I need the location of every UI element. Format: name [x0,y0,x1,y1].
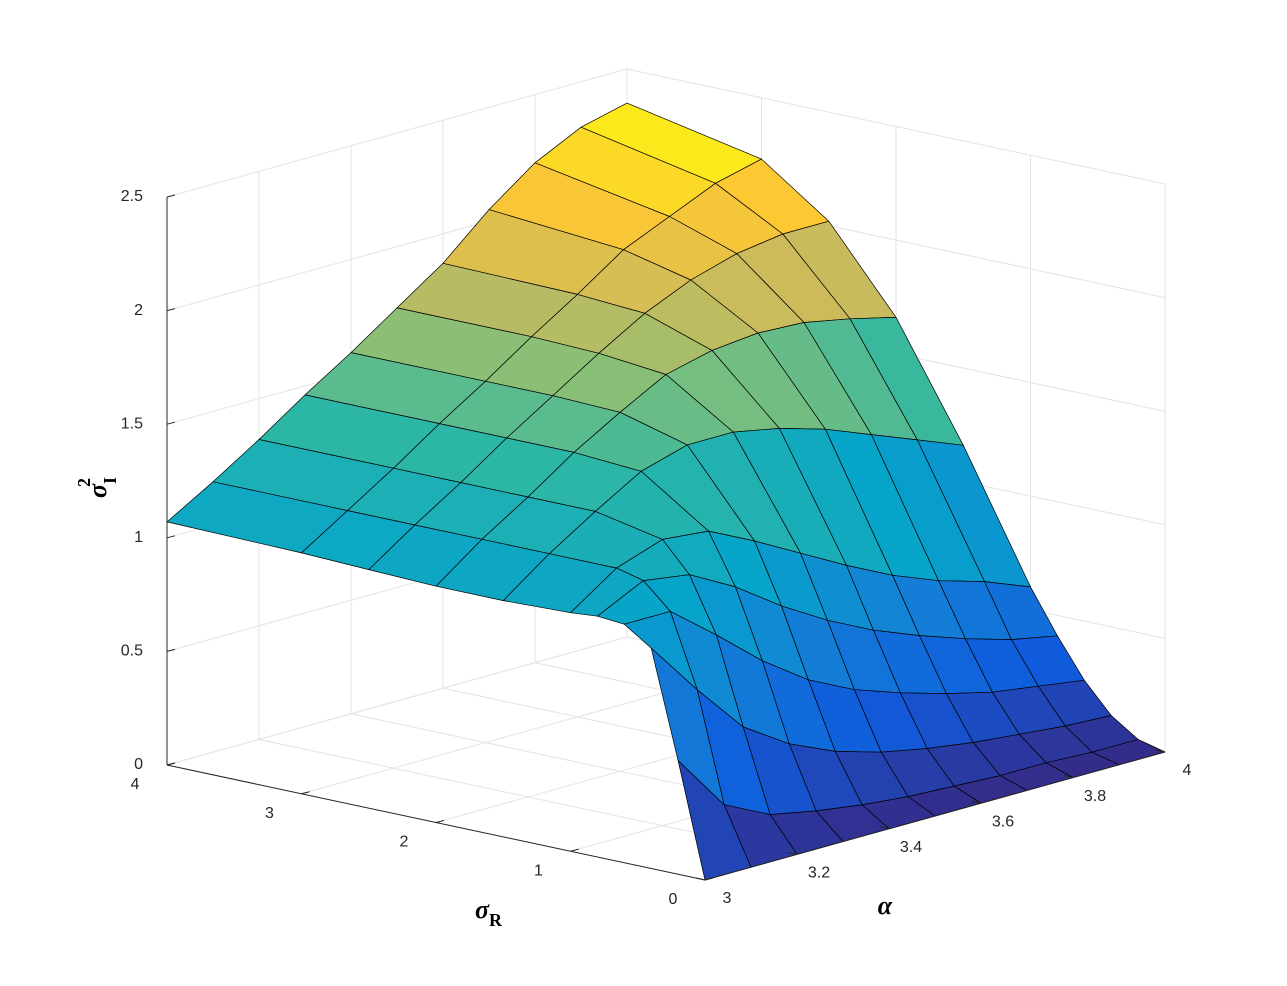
x-tick-label: 3.4 [900,839,922,856]
x-tick [1063,775,1074,779]
grid-line [166,636,628,766]
x-tick-label: 3.2 [808,865,830,882]
y-label-symbol: σ [475,895,490,924]
y-tick-label: 0 [669,891,678,908]
y-tick [435,820,445,823]
x-axis-label: α [878,891,893,920]
z-tick [166,535,176,539]
axes: 0 0.5 1 1.5 2 2.5 3 3.2 3.4 3.6 3.8 4 0 1 2 3 4 [121,188,1192,908]
y-tick [704,877,714,881]
z-tick-label: 0 [134,756,143,773]
y-tick-label: 4 [131,776,140,793]
z-label-superscript: 2 [74,478,94,487]
grid-line [166,68,628,198]
x-tick-label: 3.8 [1084,788,1106,805]
y-tick [166,762,176,766]
x-tick [1155,749,1166,753]
z-tick [166,421,176,425]
x-tick-label: 3 [723,890,732,907]
y-tick [570,848,579,852]
x-tick-label: 4 [1183,762,1192,779]
z-label-subscript: I [100,477,120,484]
z-tick [166,308,176,312]
x-axis-line [704,751,1166,881]
z-axis-label: σI2 [74,477,120,498]
x-tick-label: 3.6 [992,813,1014,830]
y-tick-label: 1 [534,862,543,879]
x-tick [971,800,982,804]
y-label-subscript: R [489,910,503,930]
y-tick-label: 2 [400,834,409,851]
z-tick-label: 1.5 [121,415,143,432]
z-tick [166,648,176,652]
z-tick-label: 1 [134,529,143,546]
z-tick-label: 0.5 [121,643,143,660]
surface [166,102,1166,881]
x-tick [787,851,798,855]
x-tick [879,826,890,830]
z-label-symbol: σ [83,483,112,498]
y-tick-label: 3 [265,805,274,822]
z-tick-label: 2.5 [121,188,143,205]
x-tick [695,877,706,881]
z-tick [166,194,176,198]
y-tick [301,791,310,795]
z-tick-label: 2 [134,302,143,319]
y-axis-label: σR [475,895,503,930]
